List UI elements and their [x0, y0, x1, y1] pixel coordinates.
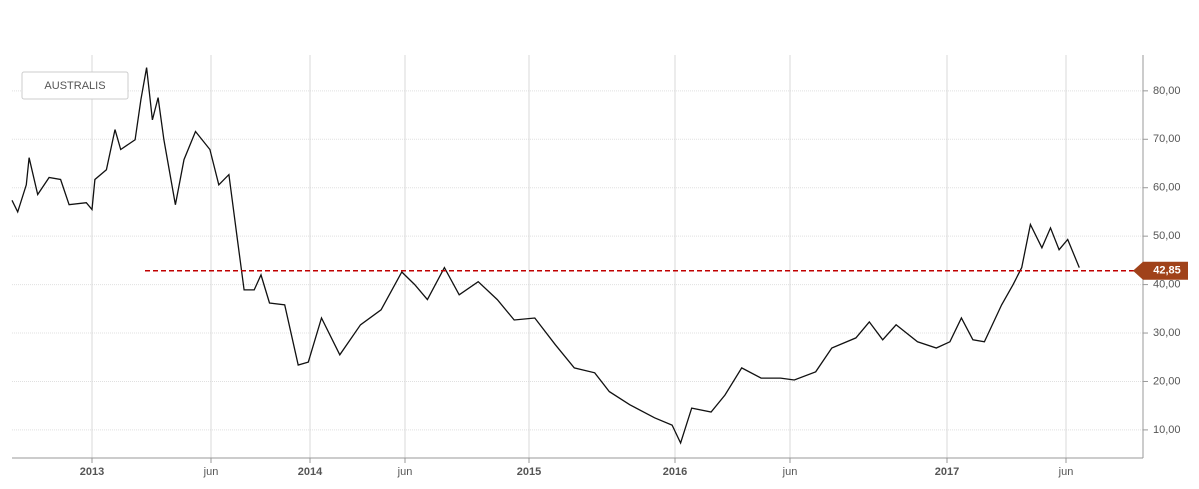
- y-tick-label: 60,00: [1153, 182, 1181, 194]
- y-tick-label: 80,00: [1153, 85, 1181, 97]
- y-tick-label: 10,00: [1153, 424, 1181, 436]
- x-tick-label: jun: [203, 466, 219, 478]
- y-tick-label: 30,00: [1153, 327, 1181, 339]
- x-tick-label: 2014: [298, 466, 323, 478]
- x-tick-label: 2016: [663, 466, 687, 478]
- y-tick-label: 20,00: [1153, 375, 1181, 387]
- legend-label: AUSTRALIS: [44, 80, 105, 92]
- x-tick-label: 2013: [80, 466, 104, 478]
- y-tick-label: 40,00: [1153, 279, 1181, 291]
- y-tick-label: 50,00: [1153, 230, 1181, 242]
- x-tick-label: jun: [397, 466, 413, 478]
- x-tick-label: jun: [1058, 466, 1074, 478]
- reference-tag: [1133, 261, 1188, 280]
- y-tick-label: 70,00: [1153, 133, 1181, 145]
- reference-label: 42,85: [1153, 265, 1181, 277]
- x-tick-label: 2017: [935, 466, 959, 478]
- legend-box: [21, 71, 129, 100]
- x-tick-label: jun: [782, 466, 798, 478]
- x-tick-label: 2015: [517, 466, 541, 478]
- price-line: [11, 67, 1080, 445]
